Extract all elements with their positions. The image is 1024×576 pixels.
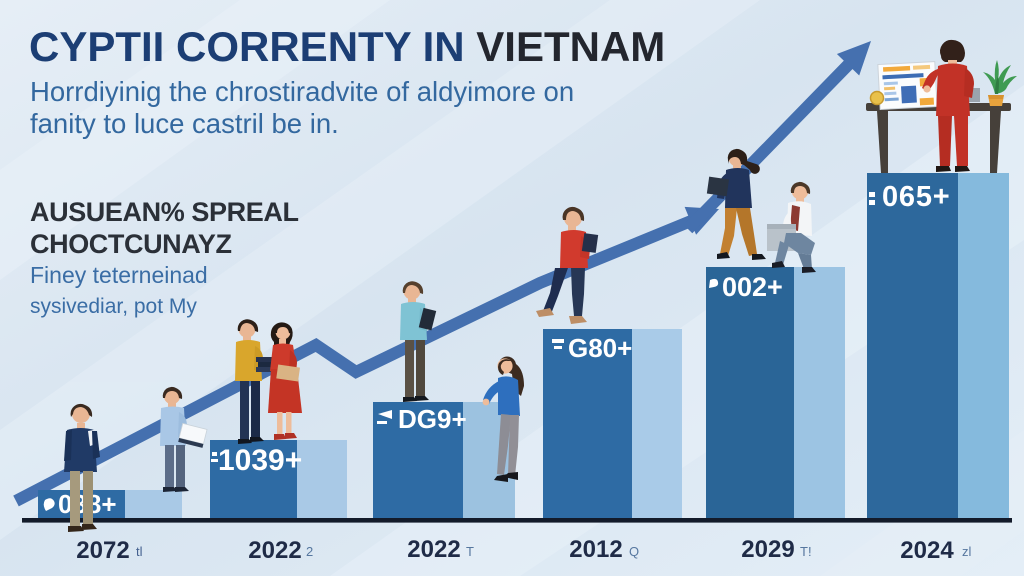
svg-text:tl: tl xyxy=(136,544,143,559)
svg-text:2: 2 xyxy=(306,544,313,559)
svg-text:Horrdiyinig the chrostiradvite: Horrdiyinig the chrostiradvite of aldyim… xyxy=(30,76,574,107)
svg-text:Q: Q xyxy=(629,544,639,559)
svg-text:sysivediar, pot My: sysivediar, pot My xyxy=(30,295,197,318)
svg-text:CHOCTCUNAYZ: CHOCTCUNAYZ xyxy=(30,229,232,259)
svg-text:065+: 065+ xyxy=(882,181,951,213)
svg-text:DG9+: DG9+ xyxy=(398,404,467,434)
svg-text:T!: T! xyxy=(800,544,812,559)
svg-text:AUSUEAN% SPREAL: AUSUEAN% SPREAL xyxy=(30,197,299,227)
svg-text:2022: 2022 xyxy=(248,537,301,564)
svg-text:002+: 002+ xyxy=(722,272,783,302)
svg-text:2012: 2012 xyxy=(569,536,622,563)
svg-text:Finey teterneinad: Finey teterneinad xyxy=(30,262,208,288)
svg-text:2022: 2022 xyxy=(407,536,460,563)
svg-text:fanity to luce castril be in.: fanity to luce castril be in. xyxy=(30,108,339,139)
svg-text:2029: 2029 xyxy=(741,536,794,563)
svg-text:G80+: G80+ xyxy=(568,333,632,363)
svg-text:1039+: 1039+ xyxy=(218,444,302,477)
svg-text:zl: zl xyxy=(962,544,972,559)
svg-text:2024: 2024 xyxy=(900,537,954,564)
svg-text:T: T xyxy=(466,544,474,559)
svg-text:2072: 2072 xyxy=(76,537,129,564)
svg-text:CYPTII CORRENTY IN VIETNAM: CYPTII CORRENTY IN VIETNAM xyxy=(29,23,665,70)
